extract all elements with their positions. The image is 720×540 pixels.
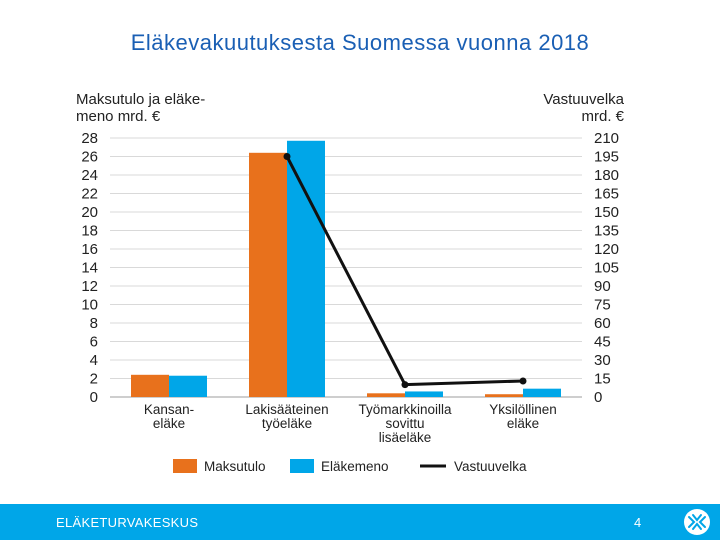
legend-swatch [173, 459, 197, 473]
bar-eläkemeno [287, 140, 325, 397]
left-tick-label: 14 [81, 260, 98, 277]
footer-bar: ELÄKETURVAKESKUS 4 [0, 504, 720, 540]
category-label: Työmarkkinoilla sovittu lisäeläke [358, 402, 452, 445]
category-label: Kansan-eläke [144, 402, 194, 431]
bar-eläkemeno [523, 388, 561, 397]
right-axis-title-line: mrd. € [581, 108, 624, 125]
etk-logo-icon [684, 509, 710, 535]
right-tick-label: 75 [594, 297, 611, 314]
left-tick-label: 20 [81, 204, 98, 221]
right-tick-label: 15 [594, 371, 611, 388]
category-labels: Kansan-eläke Lakisääteinen työeläke Työmark… [144, 402, 557, 445]
right-tick-label: 195 [594, 149, 619, 166]
slide-title: Eläkevakuutuksesta Suomessa vuonna 2018 [130, 30, 590, 55]
left-tick-label: 4 [90, 352, 98, 369]
category-label: Lakisääteinen työeläke [245, 402, 328, 431]
bar-maksutulo [367, 393, 405, 397]
category-label: Yksilöllinen eläke [489, 402, 557, 431]
bar-maksutulo [131, 374, 169, 397]
vastuuvelka-point [401, 381, 409, 389]
left-tick-label: 16 [81, 241, 98, 258]
left-tick-label: 8 [90, 315, 98, 332]
page-number: 4 [634, 515, 642, 530]
left-tick-label: 28 [81, 130, 98, 147]
right-tick-label: 180 [594, 167, 619, 184]
bars [131, 140, 561, 397]
left-tick-label: 0 [90, 389, 98, 406]
left-tick-label: 6 [90, 334, 98, 351]
footer-organization: ELÄKETURVAKESKUS [56, 515, 199, 530]
right-tick-label: 210 [594, 130, 619, 147]
legend-label: Eläkemeno [321, 459, 389, 474]
legend: Maksutulo Eläkemeno Vastuuvelka [173, 459, 527, 474]
bar-eläkemeno [405, 391, 443, 397]
legend-label: Maksutulo [204, 459, 266, 474]
vastuuvelka-point [283, 153, 291, 160]
right-tick-label: 0 [594, 389, 602, 406]
left-tick-label: 24 [81, 167, 98, 184]
left-tick-label: 18 [81, 223, 98, 240]
bar-maksutulo [485, 394, 523, 397]
left-tick-label: 10 [81, 297, 98, 314]
bar-maksutulo [249, 152, 287, 397]
right-tick-label: 120 [594, 241, 619, 258]
right-tick-label: 30 [594, 352, 611, 369]
left-tick-label: 2 [90, 371, 98, 388]
right-tick-label: 135 [594, 223, 619, 240]
axis-titles: Maksutulo ja eläke-meno mrd. € Vastuuvelk… [76, 91, 625, 125]
left-axis-title-line: Maksutulo ja eläke- [76, 91, 205, 108]
right-tick-label: 165 [594, 186, 619, 203]
right-tick-label: 150 [594, 204, 619, 221]
bar-eläkemeno [169, 375, 207, 397]
left-tick-label: 12 [81, 278, 98, 295]
legend-swatch [290, 459, 314, 473]
left-axis-title-line: meno mrd. € [76, 108, 161, 125]
chart: Maksutulo ja eläke-meno mrd. € Vastuuvelk… [76, 91, 625, 474]
left-tick-label: 22 [81, 186, 98, 203]
left-tick-label: 26 [81, 149, 98, 166]
legend-label: Vastuuvelka [454, 459, 527, 474]
right-tick-label: 45 [594, 334, 611, 351]
right-tick-label: 90 [594, 278, 611, 295]
vastuuvelka-line-layer [283, 153, 527, 389]
vastuuvelka-point [519, 377, 527, 385]
right-axis-title-line: Vastuuvelka [543, 91, 624, 108]
right-tick-label: 105 [594, 260, 619, 277]
right-tick-label: 60 [594, 315, 611, 332]
gridlines [110, 137, 582, 398]
